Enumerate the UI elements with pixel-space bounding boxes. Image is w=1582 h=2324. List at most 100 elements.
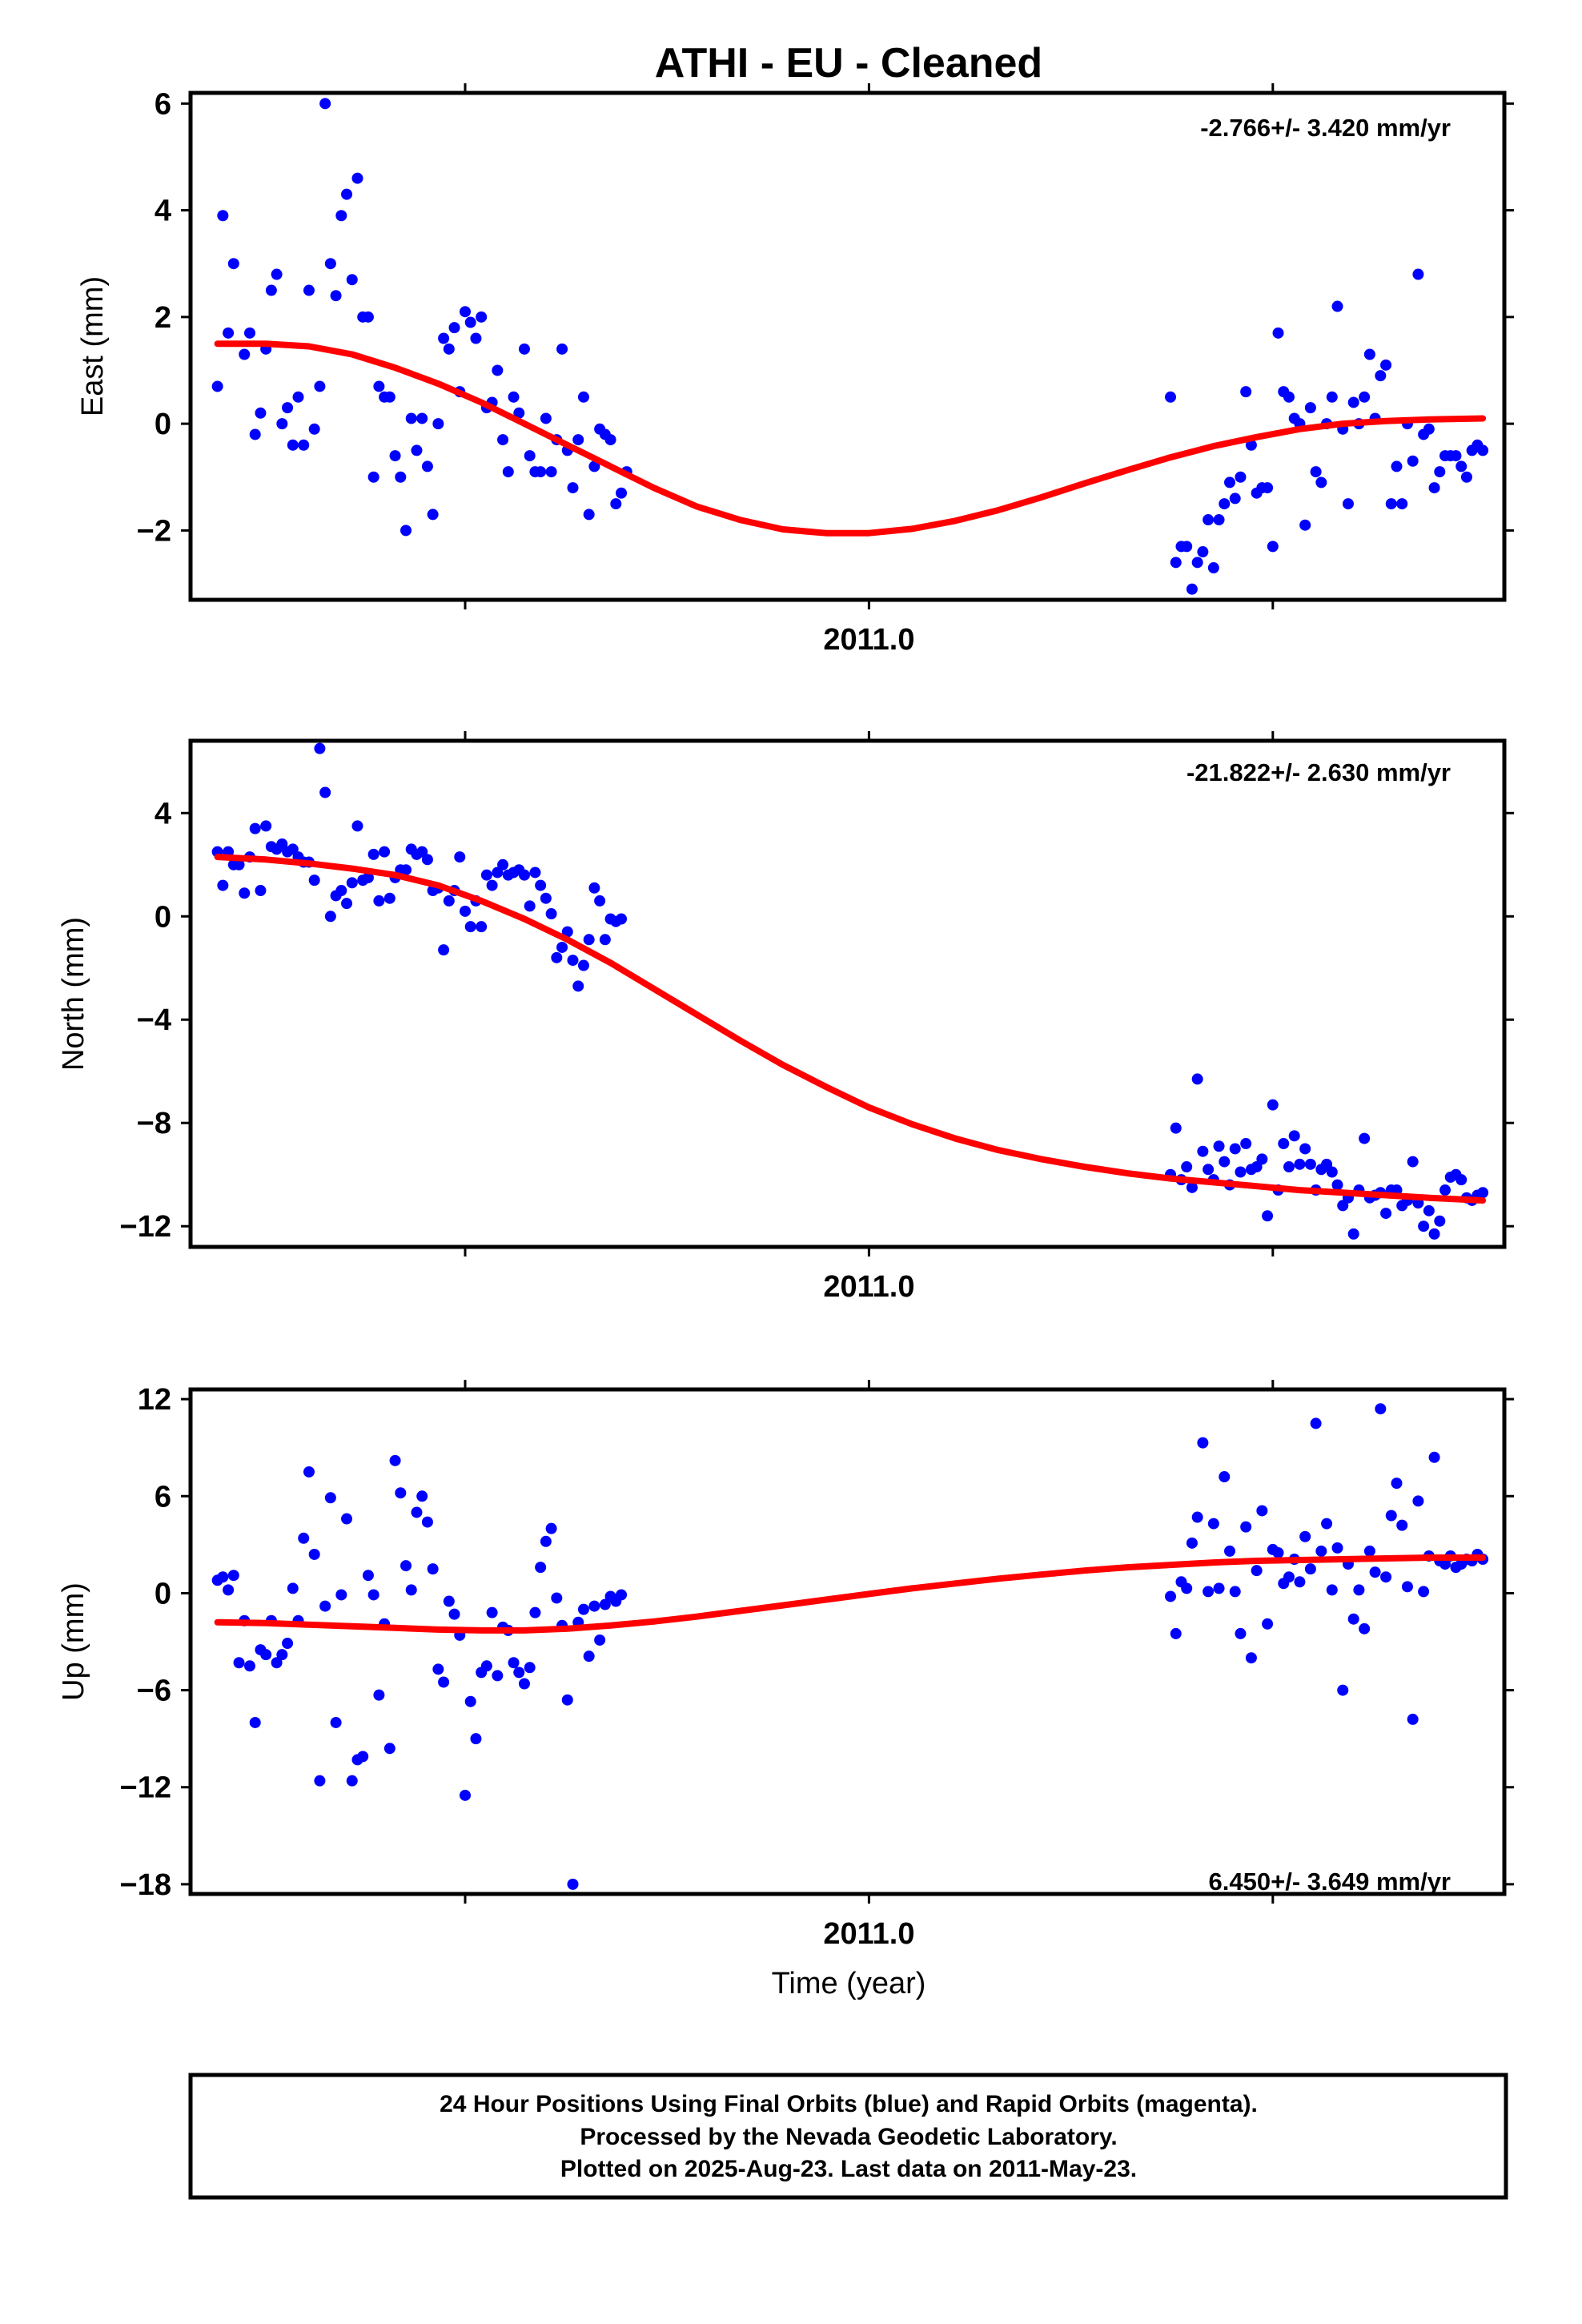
data-point — [298, 439, 310, 451]
data-point — [443, 895, 455, 907]
data-point — [513, 407, 525, 419]
data-point — [518, 1678, 530, 1690]
data-point — [427, 1563, 439, 1575]
data-point — [1428, 1228, 1440, 1240]
data-point — [1359, 391, 1371, 403]
data-point — [1385, 498, 1397, 510]
data-point — [1283, 1571, 1295, 1583]
data-point — [1229, 1586, 1241, 1598]
data-point — [1203, 1586, 1215, 1598]
data-point — [362, 871, 374, 883]
data-point — [556, 343, 568, 355]
data-point — [518, 343, 530, 355]
data-point — [351, 172, 363, 184]
data-point — [448, 322, 460, 334]
data-point — [223, 1584, 235, 1596]
data-point — [1331, 1542, 1343, 1554]
data-point — [524, 1662, 536, 1674]
data-point — [324, 258, 336, 270]
data-point — [227, 1570, 239, 1582]
data-point — [1315, 1545, 1327, 1557]
data-point — [287, 1582, 299, 1594]
data-point — [1213, 1140, 1225, 1152]
data-point — [443, 343, 455, 355]
data-point — [1337, 1684, 1349, 1696]
data-point — [599, 934, 611, 946]
data-point — [1450, 450, 1462, 462]
y-tick-label: −4 — [137, 1003, 171, 1037]
data-point — [556, 941, 568, 953]
y-axis-label: North (mm) — [57, 917, 90, 1071]
plot-frame — [188, 90, 1507, 602]
plot-frame — [188, 738, 1507, 1249]
data-point — [1391, 1478, 1403, 1490]
data-point — [588, 882, 600, 894]
data-point — [427, 509, 439, 521]
footer-line-3: Plotted on 2025-Aug-23. Last data on 201… — [560, 2156, 1137, 2182]
data-point — [346, 1775, 358, 1787]
data-point — [1191, 557, 1203, 569]
data-point — [1304, 402, 1316, 414]
data-point — [1342, 498, 1354, 510]
data-point — [551, 1592, 563, 1604]
data-point — [1181, 541, 1193, 553]
data-point — [464, 921, 476, 933]
fit-curve — [214, 340, 1487, 537]
rate-annotation: 6.450+/- 3.649 mm/yr — [1209, 1868, 1451, 1896]
data-point — [341, 1513, 353, 1525]
data-point — [470, 1733, 482, 1745]
data-point — [1418, 1586, 1430, 1598]
data-point — [1245, 439, 1257, 451]
data-point — [271, 1657, 283, 1669]
data-point — [1434, 466, 1446, 478]
data-point — [1267, 1099, 1279, 1111]
data-point — [303, 1466, 315, 1478]
data-point — [1347, 1613, 1359, 1625]
data-point — [583, 934, 595, 946]
data-point — [1262, 482, 1274, 494]
data-point — [330, 1716, 342, 1728]
data-point — [540, 412, 552, 424]
data-point — [383, 1743, 396, 1755]
data-point — [1213, 1582, 1225, 1594]
data-point — [1456, 460, 1468, 472]
data-point — [217, 879, 229, 891]
data-point — [1331, 1179, 1343, 1191]
data-point — [1207, 1518, 1219, 1530]
data-point — [255, 407, 267, 419]
data-point — [1347, 396, 1359, 408]
data-point — [367, 1589, 379, 1601]
data-point — [1407, 1156, 1419, 1168]
data-point — [271, 268, 283, 280]
data-point — [314, 1775, 326, 1787]
data-point — [572, 434, 584, 446]
data-point — [502, 466, 514, 478]
data-point — [308, 875, 320, 887]
data-point — [583, 509, 595, 521]
data-point — [314, 742, 326, 754]
data-point — [1165, 391, 1177, 403]
data-point — [239, 348, 251, 360]
data-point — [1407, 1713, 1419, 1725]
data-point — [1181, 1582, 1193, 1594]
y-tick-label: −12 — [120, 1771, 171, 1805]
data-point — [524, 450, 536, 462]
y-tick-label: 0 — [155, 408, 171, 441]
data-point — [1310, 466, 1322, 478]
data-point — [346, 877, 358, 889]
data-point — [535, 879, 547, 891]
data-point — [1224, 1545, 1236, 1557]
data-point — [1197, 1437, 1209, 1449]
data-point — [448, 1608, 460, 1620]
data-point — [1165, 1590, 1177, 1602]
y-tick-label: 0 — [155, 900, 171, 934]
data-point — [260, 820, 272, 832]
data-point — [1229, 1143, 1241, 1155]
data-point — [577, 391, 589, 403]
data-point — [335, 1589, 347, 1601]
data-point — [438, 944, 450, 956]
fit-curve — [214, 1554, 1487, 1634]
data-point — [276, 1649, 288, 1661]
data-point — [610, 498, 622, 510]
data-point — [1197, 1145, 1209, 1157]
